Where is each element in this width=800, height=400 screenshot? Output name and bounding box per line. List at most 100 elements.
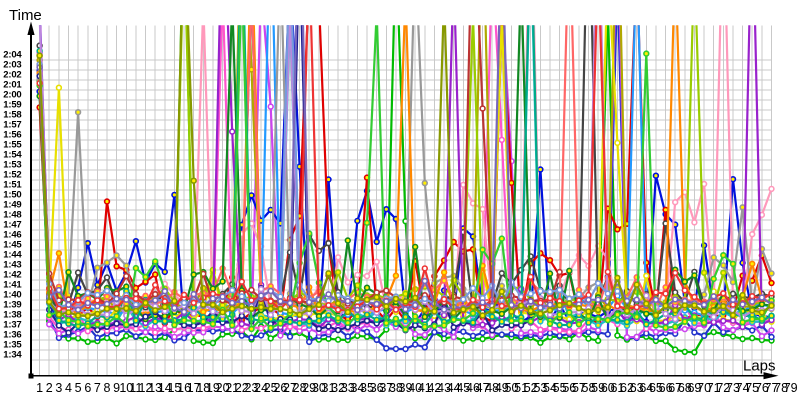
svg-text:71: 71 (707, 381, 721, 395)
svg-text:53: 53 (533, 381, 547, 395)
svg-text:19: 19 (206, 381, 220, 395)
svg-text:2:03: 2:03 (3, 60, 21, 71)
svg-text:1:59: 1:59 (3, 100, 21, 111)
svg-text:54: 54 (543, 381, 557, 395)
svg-text:38: 38 (389, 381, 403, 395)
svg-text:13: 13 (148, 381, 162, 395)
svg-text:66: 66 (659, 381, 673, 395)
svg-text:32: 32 (331, 381, 345, 395)
svg-text:2:02: 2:02 (3, 70, 21, 81)
svg-text:3: 3 (55, 381, 62, 395)
svg-text:2:04: 2:04 (3, 50, 22, 61)
svg-text:48: 48 (485, 381, 499, 395)
svg-text:76: 76 (755, 381, 769, 395)
svg-text:1:56: 1:56 (3, 130, 21, 141)
svg-text:1:49: 1:49 (3, 200, 21, 211)
svg-text:59: 59 (591, 381, 605, 395)
svg-text:1:42: 1:42 (3, 270, 21, 281)
svg-text:12: 12 (139, 381, 153, 395)
svg-text:6: 6 (84, 381, 91, 395)
svg-text:1:48: 1:48 (3, 210, 21, 221)
svg-text:39: 39 (399, 381, 413, 395)
svg-text:50: 50 (505, 381, 519, 395)
svg-text:22: 22 (235, 381, 249, 395)
svg-text:77: 77 (765, 381, 779, 395)
svg-text:16: 16 (177, 381, 191, 395)
svg-text:2:01: 2:01 (3, 80, 22, 91)
svg-text:35: 35 (360, 381, 374, 395)
svg-text:20: 20 (216, 381, 230, 395)
svg-text:55: 55 (553, 381, 567, 395)
svg-text:64: 64 (639, 381, 653, 395)
svg-text:67: 67 (668, 381, 682, 395)
svg-text:1:58: 1:58 (3, 110, 21, 121)
svg-text:40: 40 (408, 381, 422, 395)
svg-text:17: 17 (187, 381, 201, 395)
svg-text:14: 14 (158, 381, 172, 395)
svg-text:1:35: 1:35 (3, 340, 22, 351)
svg-text:7: 7 (94, 381, 101, 395)
svg-text:15: 15 (167, 381, 181, 395)
svg-text:1:38: 1:38 (3, 310, 21, 321)
svg-text:41: 41 (418, 381, 432, 395)
svg-text:56: 56 (562, 381, 576, 395)
svg-text:52: 52 (524, 381, 538, 395)
svg-text:5: 5 (75, 381, 82, 395)
svg-text:10: 10 (119, 381, 133, 395)
svg-text:58: 58 (582, 381, 596, 395)
svg-text:9: 9 (113, 381, 120, 395)
svg-text:1:51: 1:51 (3, 180, 22, 191)
svg-text:1:53: 1:53 (3, 160, 21, 171)
svg-text:4: 4 (65, 381, 72, 395)
svg-text:36: 36 (370, 381, 384, 395)
svg-text:1:55: 1:55 (3, 140, 22, 151)
svg-text:42: 42 (427, 381, 441, 395)
svg-text:1:34: 1:34 (3, 350, 22, 361)
svg-text:51: 51 (514, 381, 528, 395)
svg-text:18: 18 (196, 381, 210, 395)
svg-text:37: 37 (379, 381, 393, 395)
svg-text:1:36: 1:36 (3, 330, 21, 341)
svg-text:70: 70 (697, 381, 711, 395)
svg-text:1:46: 1:46 (3, 230, 21, 241)
svg-text:30: 30 (312, 381, 326, 395)
svg-text:8: 8 (104, 381, 111, 395)
svg-text:47: 47 (476, 381, 490, 395)
svg-text:1:45: 1:45 (3, 240, 22, 251)
svg-text:2: 2 (46, 381, 53, 395)
svg-text:45: 45 (456, 381, 470, 395)
svg-text:46: 46 (466, 381, 480, 395)
svg-text:62: 62 (620, 381, 634, 395)
svg-text:24: 24 (254, 381, 268, 395)
svg-text:1:37: 1:37 (3, 320, 21, 331)
svg-text:1:43: 1:43 (3, 260, 21, 271)
svg-text:75: 75 (745, 381, 759, 395)
svg-text:31: 31 (322, 381, 336, 395)
svg-text:2:00: 2:00 (3, 90, 21, 101)
svg-text:34: 34 (350, 381, 364, 395)
svg-text:1:44: 1:44 (3, 250, 22, 261)
svg-text:63: 63 (630, 381, 644, 395)
svg-text:1:39: 1:39 (3, 300, 21, 311)
svg-text:1:41: 1:41 (3, 280, 22, 291)
svg-text:72: 72 (716, 381, 730, 395)
svg-text:25: 25 (264, 381, 278, 395)
svg-text:Laps: Laps (743, 358, 776, 375)
svg-text:1:57: 1:57 (3, 120, 21, 131)
svg-text:29: 29 (302, 381, 316, 395)
svg-text:1: 1 (36, 381, 43, 395)
svg-text:33: 33 (341, 381, 355, 395)
svg-text:49: 49 (495, 381, 509, 395)
svg-text:1:47: 1:47 (3, 220, 21, 231)
svg-text:27: 27 (283, 381, 297, 395)
svg-text:44: 44 (447, 381, 461, 395)
svg-text:73: 73 (726, 381, 740, 395)
svg-text:74: 74 (736, 381, 750, 395)
svg-text:23: 23 (245, 381, 259, 395)
svg-text:57: 57 (572, 381, 586, 395)
svg-text:78: 78 (774, 381, 788, 395)
svg-text:11: 11 (129, 381, 142, 395)
svg-text:1:54: 1:54 (3, 150, 22, 161)
svg-text:Time: Time (9, 7, 42, 24)
svg-text:28: 28 (293, 381, 307, 395)
